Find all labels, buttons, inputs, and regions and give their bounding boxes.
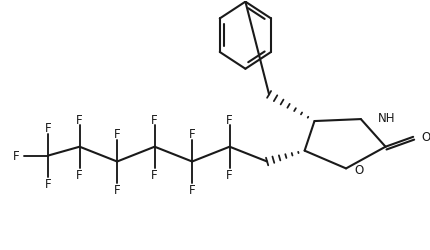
Text: O: O	[353, 163, 362, 176]
Text: F: F	[151, 168, 157, 181]
Text: F: F	[114, 128, 120, 141]
Text: F: F	[226, 168, 232, 181]
Text: F: F	[45, 122, 51, 135]
Text: F: F	[76, 113, 83, 126]
Text: F: F	[76, 168, 83, 181]
Text: F: F	[151, 113, 157, 126]
Text: O: O	[420, 131, 429, 144]
Text: F: F	[188, 183, 195, 196]
Text: F: F	[13, 150, 20, 162]
Text: F: F	[114, 183, 120, 196]
Text: NH: NH	[377, 111, 394, 124]
Text: F: F	[45, 177, 51, 190]
Text: F: F	[226, 113, 232, 126]
Text: F: F	[188, 128, 195, 141]
